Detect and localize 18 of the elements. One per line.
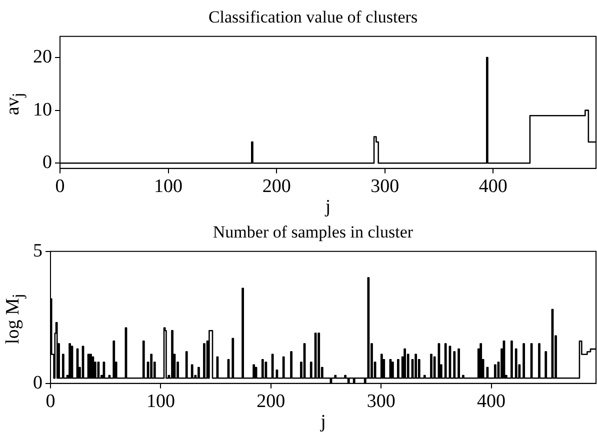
x-tick-label: 200 [262, 176, 291, 197]
x-tick-label: 300 [370, 176, 400, 197]
x-tick-label: 100 [154, 176, 183, 197]
chart-title: Classification value of clusters [208, 8, 418, 27]
x-tick-label: 100 [146, 390, 175, 412]
y-tick-label: 5 [33, 240, 42, 262]
y-tick-label: 0 [33, 372, 42, 394]
y-tick-label: 20 [33, 46, 52, 68]
y-tick-label: 10 [33, 99, 52, 120]
x-axis-title: j [320, 412, 326, 433]
y-tick-label: 0 [42, 152, 52, 174]
x-tick-label: 400 [478, 176, 508, 197]
x-tick-label: 300 [366, 390, 396, 412]
x-tick-label: 0 [55, 176, 65, 197]
chart-title: Number of samples in cluster [212, 222, 414, 242]
x-axis-title: j [324, 196, 331, 218]
x-tick-label: 400 [477, 390, 506, 412]
x-tick-label: 200 [256, 390, 286, 412]
